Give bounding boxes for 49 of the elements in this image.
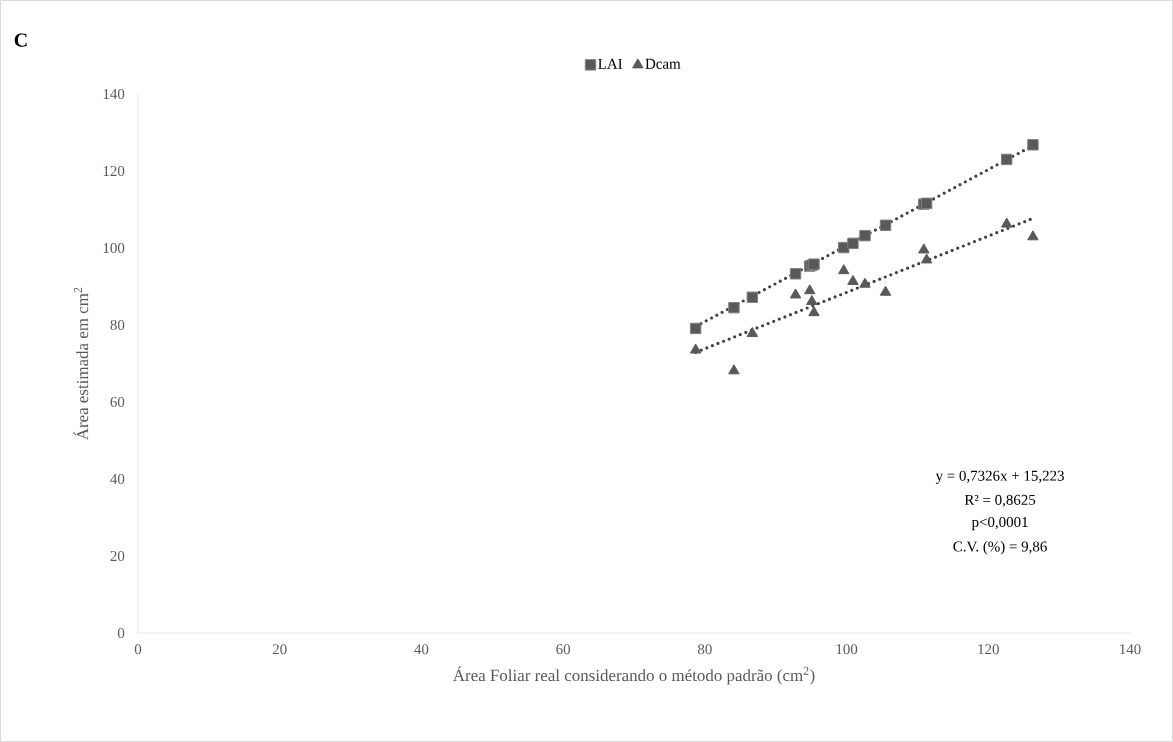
annotation: p<0,0001 <box>971 517 1028 531</box>
x-tick-label: 20 <box>272 644 287 655</box>
point <box>918 243 930 254</box>
y-tick-label: 100 <box>103 242 125 254</box>
point <box>859 229 871 242</box>
point <box>879 285 892 296</box>
point <box>746 326 759 337</box>
annotation: R² = 0,8625 <box>964 494 1036 508</box>
point <box>789 268 802 280</box>
point <box>1001 153 1013 166</box>
point <box>689 322 702 335</box>
y-tick-label: 140 <box>103 88 125 100</box>
point <box>789 288 802 299</box>
point <box>838 264 850 275</box>
point <box>746 291 759 303</box>
annotation: y = 0,7326x + 15,223 <box>935 470 1064 484</box>
y-tick-label: 120 <box>103 165 125 177</box>
legend-label: LAI <box>598 58 623 69</box>
x-tick-label: 40 <box>414 644 429 655</box>
x-tick-label: 0 <box>134 644 142 655</box>
x-tick-label: 80 <box>697 644 712 655</box>
point <box>847 237 859 250</box>
y-tick-label: 0 <box>117 627 125 639</box>
point <box>728 301 740 314</box>
point <box>859 277 871 288</box>
x-tick-label: 60 <box>556 644 571 655</box>
y-axis-title: Área estimada em cm$^{2}$ <box>73 287 89 441</box>
point <box>806 295 818 305</box>
point <box>689 343 702 354</box>
point <box>1001 217 1013 228</box>
x-tick-label: 120 <box>978 644 999 655</box>
point <box>804 284 816 295</box>
y-tick-label: 60 <box>110 396 125 408</box>
point <box>879 219 892 231</box>
point <box>847 274 859 285</box>
legend-label: Dcam <box>645 58 681 69</box>
point <box>1027 230 1039 241</box>
x-tick-label: 100 <box>836 644 858 655</box>
point <box>1027 139 1039 151</box>
point <box>728 364 740 375</box>
text: C <box>14 33 27 47</box>
y-tick-label: 40 <box>110 473 125 485</box>
y-tick-label: 20 <box>110 550 125 562</box>
y-tick-label: 80 <box>110 319 125 331</box>
x-axis-title: Área Foliar real considerando o método padrão (cm$^{2}$) <box>452 666 815 685</box>
point <box>920 253 933 264</box>
point <box>808 306 820 317</box>
x-tick-label: 140 <box>1120 644 1141 655</box>
annotation: C.V. (%) = 9,86 <box>953 541 1047 555</box>
